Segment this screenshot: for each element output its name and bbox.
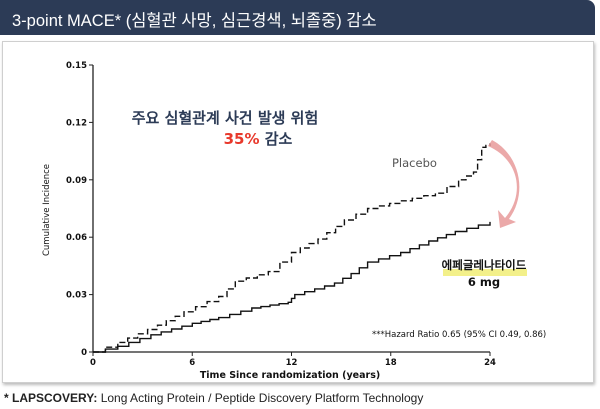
x-tick-label: 6 — [189, 358, 195, 368]
y-tick-label: 0.12 — [66, 118, 87, 128]
y-tick-label: 0.06 — [66, 233, 87, 243]
placebo-label: Placebo — [392, 156, 437, 170]
drug-dose-label: 6 mg — [468, 275, 500, 289]
y-tick-label: 0.09 — [66, 176, 87, 186]
x-tick-label: 24 — [484, 358, 496, 368]
headline-reduction: 35% 감소 — [224, 130, 293, 148]
footnote: * LAPSCOVERY: Long Acting Protein / Pept… — [4, 391, 423, 405]
y-axis-label: Cumulative Incidence — [42, 164, 52, 256]
footnote-label: * LAPSCOVERY: — [4, 391, 98, 405]
x-tick-label: 18 — [385, 358, 397, 368]
placebo-curve — [93, 143, 491, 353]
footnote-text: Long Acting Protein / Peptide Discovery … — [97, 391, 424, 405]
x-tick-label: 12 — [286, 358, 298, 368]
y-tick-label: 0.03 — [66, 291, 87, 301]
hazard-ratio-annotation: ***Hazard Ratio 0.65 (95% CI 0.49, 0.86) — [372, 330, 546, 340]
chart-panel — [2, 41, 594, 383]
label-highlight — [443, 269, 527, 276]
treatment-curve — [93, 221, 491, 353]
headline: 주요 심혈관계 사건 발생 위험 — [132, 109, 319, 127]
curved-arrow-icon — [488, 140, 520, 228]
x-axis-label: Time Since randomization (years) — [200, 370, 380, 381]
y-tick-label: 0.15 — [66, 61, 87, 71]
page-title: 3-point MACE* (심혈관 사망, 심근경색, 뇌졸중) 감소 — [12, 12, 377, 30]
drug-label: 에페글레나타이드 — [442, 258, 527, 272]
header-bar: 3-point MACE* (심혈관 사망, 심근경색, 뇌졸중) 감소 — [0, 0, 595, 35]
y-tick-label: 0 — [81, 348, 87, 358]
x-tick-label: 0 — [90, 358, 96, 368]
